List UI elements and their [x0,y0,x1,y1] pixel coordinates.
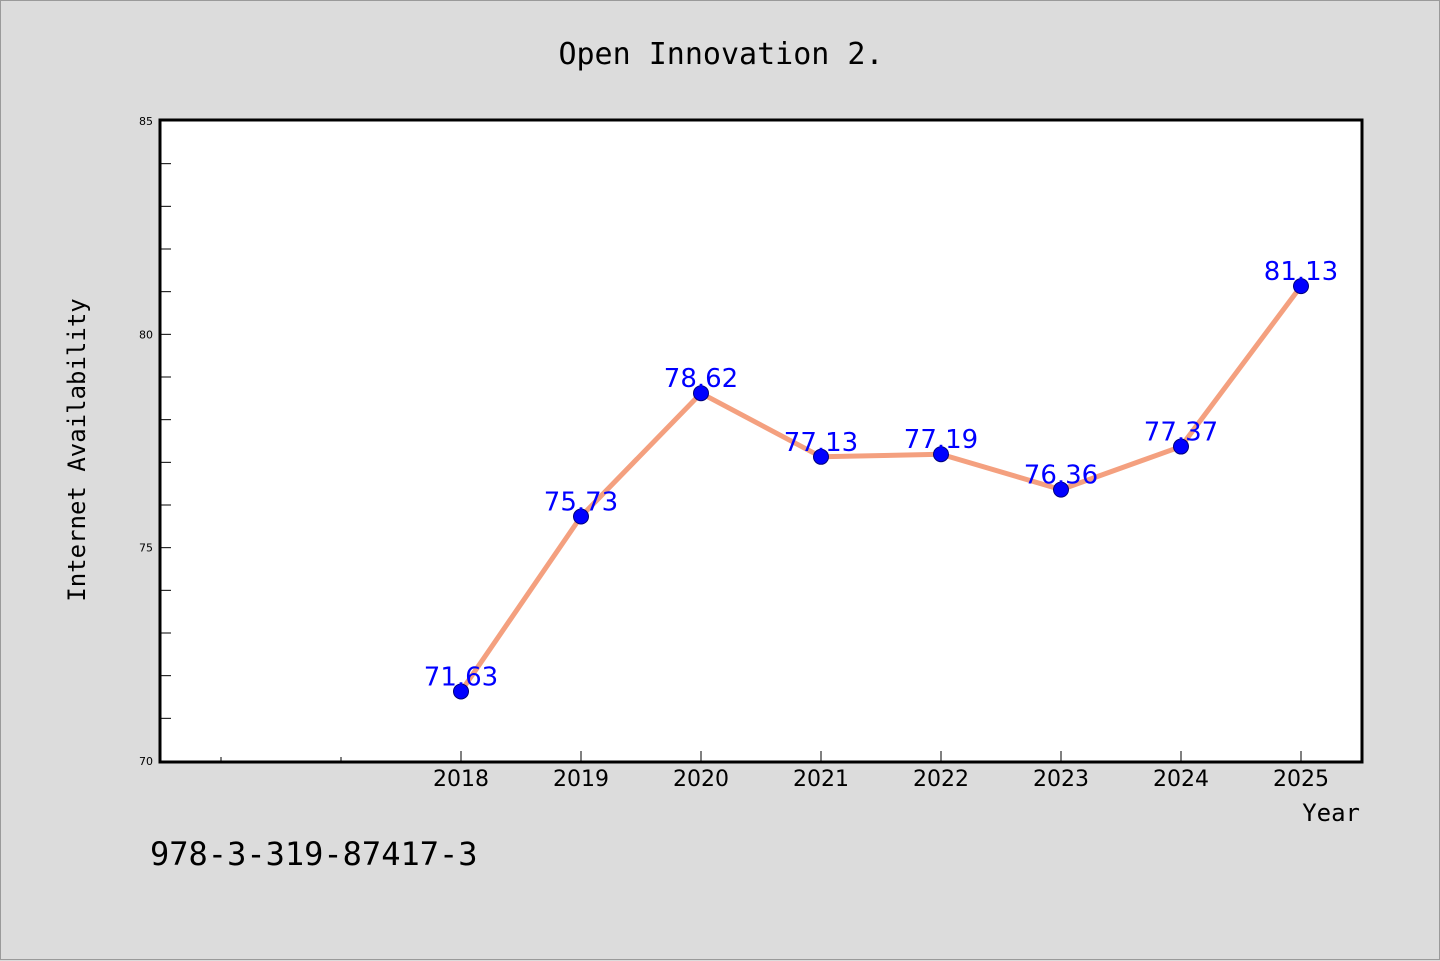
isbn-caption: 978-3-319-87417-3 [150,835,478,873]
series-markers [453,278,1309,700]
chart-title: Open Innovation 2. [558,37,883,72]
data-label: 77.13 [784,428,858,458]
y-tick-label: 75 [139,542,153,555]
data-label: 76.36 [1024,461,1098,491]
series-line [458,283,1304,694]
x-tick-labels: 2018 2019 2020 2021 2022 2023 2024 2025 [433,767,1329,792]
data-point [693,385,709,402]
x-tick-label: 2021 [793,767,849,792]
data-label: 81.13 [1264,257,1338,287]
x-minor-ticks [220,757,342,761]
x-tick-label: 2022 [913,767,969,792]
x-tick-label: 2018 [433,767,489,792]
data-point [813,448,829,465]
y-axis-label: Internet Availability [63,298,91,601]
data-point [1173,438,1189,455]
x-tick-label: 2023 [1033,767,1089,792]
x-axis-label: Year [1302,799,1360,827]
data-label: 71.63 [424,662,498,692]
y-tick-label: 70 [139,755,153,768]
y-tick-labels: 70 75 80 85 [139,115,153,768]
y-minor-ticks [161,120,171,762]
data-label: 77.19 [904,425,978,455]
x-tick-label: 2024 [1153,767,1209,792]
data-point [453,683,469,700]
x-tick-label: 2025 [1273,767,1329,792]
data-label: 78.62 [664,364,738,394]
plot-area [158,118,1364,764]
x-tick-label: 2020 [673,767,729,792]
data-point [1293,278,1309,295]
data-label: 75.73 [544,488,618,518]
data-point [1053,481,1069,498]
data-labels: 71.63 75.73 78.62 77.13 77.19 76.36 77.37 81.13 [424,257,1338,692]
data-point [933,446,949,463]
data-label: 77.37 [1144,418,1218,448]
data-point [573,508,589,525]
y-tick-label: 85 [139,115,153,128]
x-ticks [460,751,1302,761]
x-tick-label: 2019 [553,767,609,792]
y-tick-label: 80 [139,328,153,341]
